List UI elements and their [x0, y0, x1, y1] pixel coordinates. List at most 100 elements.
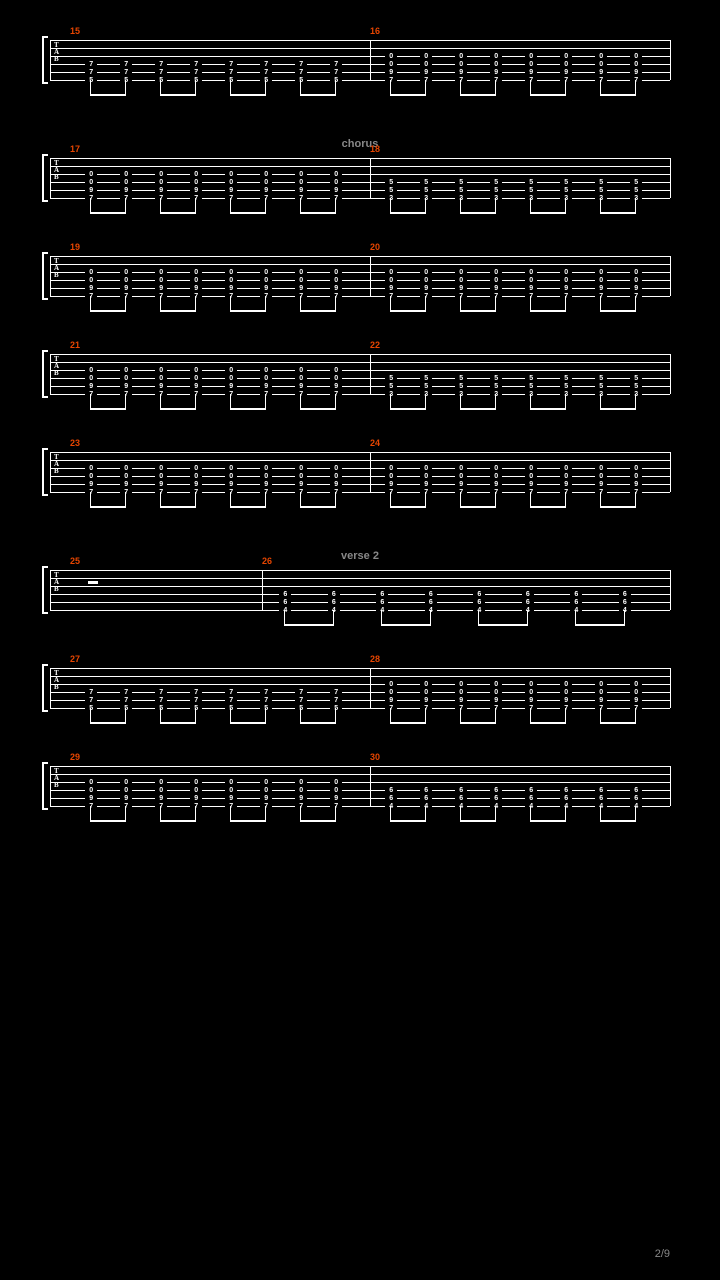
fret-number: 9 [595, 69, 607, 76]
fret-number: 5 [420, 383, 432, 390]
fret-number: 7 [295, 293, 307, 300]
fret-number: 5 [85, 705, 97, 712]
fret-number: 0 [385, 689, 397, 696]
fret-number: 0 [560, 681, 572, 688]
fret-number: 0 [85, 269, 97, 276]
fret-number: 7 [490, 293, 502, 300]
fret-number: 0 [385, 473, 397, 480]
fret-number: 9 [225, 383, 237, 390]
fret-number: 5 [190, 705, 202, 712]
fret-number: 7 [260, 391, 272, 398]
fret-number: 0 [525, 269, 537, 276]
rest: ▬ [88, 576, 98, 587]
fret-number: 6 [630, 787, 642, 794]
measure-number: 15 [70, 26, 80, 36]
fret-number: 7 [385, 705, 397, 712]
fret-number: 6 [376, 599, 388, 606]
measure-number: 27 [70, 654, 80, 664]
fret-number: 7 [420, 293, 432, 300]
fret-number: 0 [85, 171, 97, 178]
fret-number: 7 [330, 689, 342, 696]
fret-number: 9 [85, 187, 97, 194]
fret-number: 3 [595, 391, 607, 398]
fret-number: 9 [330, 795, 342, 802]
fret-number: 7 [225, 489, 237, 496]
fret-number: 0 [490, 277, 502, 284]
fret-number: 5 [595, 179, 607, 186]
fret-number: 6 [473, 591, 485, 598]
fret-number: 7 [330, 697, 342, 704]
fret-number: 0 [120, 277, 132, 284]
fret-number: 7 [190, 293, 202, 300]
fret-number: 9 [420, 697, 432, 704]
fret-number: 3 [455, 195, 467, 202]
fret-number: 0 [295, 473, 307, 480]
measure-number: 30 [370, 752, 380, 762]
fret-number: 9 [120, 795, 132, 802]
fret-number: 0 [420, 277, 432, 284]
fret-number: 9 [420, 285, 432, 292]
fret-number: 9 [225, 795, 237, 802]
tab-system: TAB2100970097009700970097009700970097225… [50, 354, 670, 426]
fret-number: 5 [630, 375, 642, 382]
fret-number: 7 [560, 489, 572, 496]
section-label: verse 2 [50, 550, 670, 562]
fret-number: 0 [385, 681, 397, 688]
fret-number: 9 [85, 795, 97, 802]
fret-number: 5 [490, 383, 502, 390]
fret-number: 9 [455, 285, 467, 292]
tab-clef: TAB [54, 670, 59, 691]
fret-number: 7 [455, 489, 467, 496]
fret-number: 0 [260, 367, 272, 374]
fret-number: 0 [330, 367, 342, 374]
fret-number: 0 [190, 787, 202, 794]
fret-number: 0 [330, 465, 342, 472]
fret-number: 9 [155, 187, 167, 194]
fret-number: 4 [522, 607, 534, 614]
fret-number: 7 [295, 489, 307, 496]
fret-number: 0 [385, 269, 397, 276]
fret-number: 0 [120, 367, 132, 374]
fret-number: 7 [560, 293, 572, 300]
system-bracket [42, 252, 48, 300]
fret-number: 0 [190, 171, 202, 178]
fret-number: 0 [525, 53, 537, 60]
fret-number: 7 [595, 489, 607, 496]
fret-number: 0 [525, 681, 537, 688]
fret-number: 0 [595, 53, 607, 60]
fret-number: 7 [85, 69, 97, 76]
fret-number: 7 [595, 293, 607, 300]
fret-number: 9 [330, 285, 342, 292]
fret-number: 0 [155, 473, 167, 480]
fret-number: 9 [455, 69, 467, 76]
fret-number: 9 [490, 697, 502, 704]
fret-number: 7 [330, 293, 342, 300]
fret-number: 7 [190, 489, 202, 496]
fret-number: 9 [455, 481, 467, 488]
fret-number: 7 [155, 391, 167, 398]
system-bracket [42, 762, 48, 810]
fret-number: 0 [225, 367, 237, 374]
fret-number: 7 [155, 489, 167, 496]
fret-number: 0 [630, 681, 642, 688]
fret-number: 0 [560, 269, 572, 276]
fret-number: 4 [490, 803, 502, 810]
fret-number: 9 [595, 285, 607, 292]
fret-number: 6 [473, 599, 485, 606]
fret-number: 4 [455, 803, 467, 810]
fret-number: 5 [490, 179, 502, 186]
measure-number: 24 [370, 438, 380, 448]
fret-number: 9 [85, 285, 97, 292]
fret-number: 7 [420, 705, 432, 712]
measure-number: 17 [70, 144, 80, 154]
fret-number: 7 [155, 69, 167, 76]
page-number: 2/9 [655, 1248, 670, 1260]
fret-number: 6 [570, 591, 582, 598]
fret-number: 0 [295, 465, 307, 472]
fret-number: 0 [190, 269, 202, 276]
fret-number: 0 [190, 367, 202, 374]
fret-number: 7 [120, 697, 132, 704]
fret-number: 7 [225, 195, 237, 202]
fret-number: 0 [330, 473, 342, 480]
fret-number: 7 [120, 391, 132, 398]
